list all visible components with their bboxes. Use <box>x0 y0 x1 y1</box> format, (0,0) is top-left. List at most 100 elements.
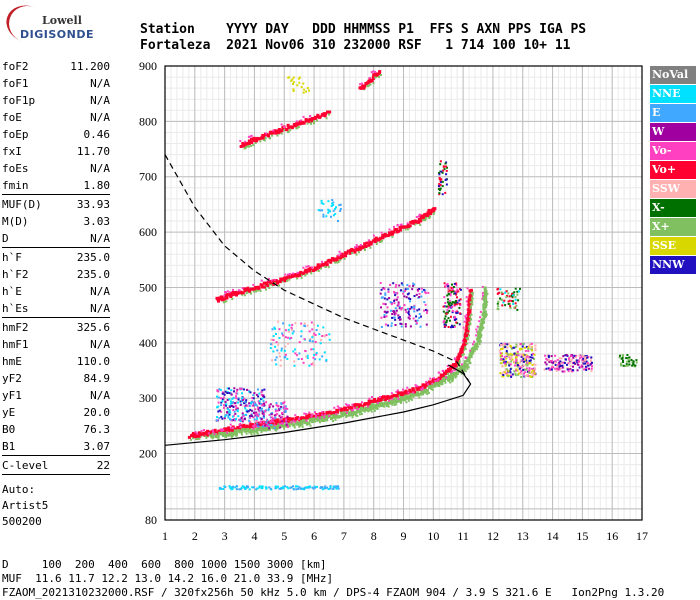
echo-pixel <box>268 414 271 416</box>
trace-pixel <box>418 396 421 399</box>
trace-pixel <box>421 388 424 391</box>
trace-pixel <box>429 215 432 218</box>
echo-pixel <box>332 214 335 217</box>
digisonde-logo: Lowell DIGISONDE <box>1 0 93 49</box>
trace-pixel <box>460 350 464 354</box>
trace-pixel <box>351 409 354 412</box>
trace-pixel <box>248 289 251 293</box>
echo-pixel <box>440 178 443 181</box>
echo-pixel <box>233 402 236 405</box>
echo-pixel <box>231 419 234 422</box>
echo-pixel <box>285 423 288 426</box>
echo-pixel <box>400 308 403 311</box>
echo-pixel <box>443 168 446 171</box>
trace-pixel <box>479 324 483 328</box>
trace-pixel <box>425 216 428 219</box>
trace-pixel <box>284 273 287 276</box>
trace-pixel <box>268 283 271 286</box>
trace-pixel <box>265 420 269 424</box>
echo-pixel <box>257 400 260 403</box>
echo-pixel <box>442 165 445 168</box>
echo-pixel <box>410 307 413 310</box>
echo-pixel <box>527 357 530 360</box>
echo-pixel <box>233 390 235 393</box>
echo-pixel <box>235 418 237 421</box>
trace-pixel <box>364 245 368 248</box>
trace-pixel <box>468 321 471 324</box>
trace-pixel <box>396 391 400 395</box>
echo-pixel <box>520 348 523 351</box>
trace-pixel <box>276 428 279 431</box>
echo-pixel <box>310 321 313 324</box>
trace-pixel <box>236 430 238 433</box>
echo-pixel <box>388 297 391 300</box>
autoscaling-info: Auto: <box>2 483 36 496</box>
echo-pixel <box>337 220 339 222</box>
trace-pixel <box>481 318 485 322</box>
echo-pixel <box>243 388 245 391</box>
echo-pixel <box>398 307 401 310</box>
echo-pixel <box>561 370 564 373</box>
echo-pixel <box>235 392 238 395</box>
echo-pixel <box>239 400 242 403</box>
echo-pixel <box>438 178 441 181</box>
echo-pixel <box>499 288 502 291</box>
trace-pixel <box>378 398 382 402</box>
trace-pixel <box>245 432 248 435</box>
echo-pixel <box>413 310 416 313</box>
trace-pixel <box>384 395 388 399</box>
trace-pixel <box>315 414 317 417</box>
trace-pixel <box>262 423 265 426</box>
echo-pixel <box>439 179 442 182</box>
echo-pixel <box>583 359 586 362</box>
trace-pixel <box>361 84 365 88</box>
echo-pixel <box>306 354 309 357</box>
trace-pixel <box>348 404 350 407</box>
trace-pixel <box>415 216 418 218</box>
echo-pixel <box>235 485 238 488</box>
trace-pixel <box>400 391 404 395</box>
y-tick-label: 800 <box>139 114 157 128</box>
trace-pixel <box>263 139 266 142</box>
echo-pixel <box>268 486 271 489</box>
echo-pixel <box>402 292 405 295</box>
trace-pixel <box>341 411 345 415</box>
echo-pixel <box>335 206 337 209</box>
trace-pixel <box>304 412 307 415</box>
legend-item-vo-: Vo- <box>650 142 696 160</box>
echo-pixel <box>558 365 561 368</box>
trace-pixel <box>482 296 486 300</box>
trace-pixel <box>246 145 248 148</box>
param-value: 3.07 <box>83 440 111 453</box>
echo-pixel <box>300 86 303 89</box>
echo-pixel <box>241 420 244 423</box>
echo-pixel <box>227 415 230 418</box>
echo-pixel <box>582 355 585 357</box>
trace-pixel <box>294 414 297 417</box>
trace-pixel <box>198 432 202 436</box>
trace-pixel <box>328 113 331 116</box>
echo-pixel <box>220 410 223 413</box>
echo-pixel <box>441 171 444 174</box>
trace-pixel <box>444 371 447 375</box>
trace-pixel <box>308 117 312 121</box>
trace-pixel <box>287 126 291 130</box>
trace-pixel <box>462 326 465 329</box>
trace-pixel <box>262 281 266 285</box>
echo-pixel <box>625 357 628 360</box>
trace-pixel <box>391 235 394 238</box>
echo-pixel <box>332 485 335 488</box>
echo-pixel <box>504 291 507 294</box>
echo-pixel <box>331 199 334 201</box>
echo-pixel <box>529 343 531 346</box>
echo-pixel <box>453 325 456 328</box>
echo-pixel <box>498 291 501 294</box>
echo-pixel <box>323 334 325 337</box>
echo-pixel <box>505 352 508 355</box>
echo-pixel <box>247 410 250 413</box>
trace-pixel <box>224 291 226 294</box>
trace-pixel <box>362 86 366 90</box>
echo-pixel <box>316 485 318 488</box>
trace-pixel <box>463 363 467 366</box>
echo-pixel <box>590 367 593 370</box>
